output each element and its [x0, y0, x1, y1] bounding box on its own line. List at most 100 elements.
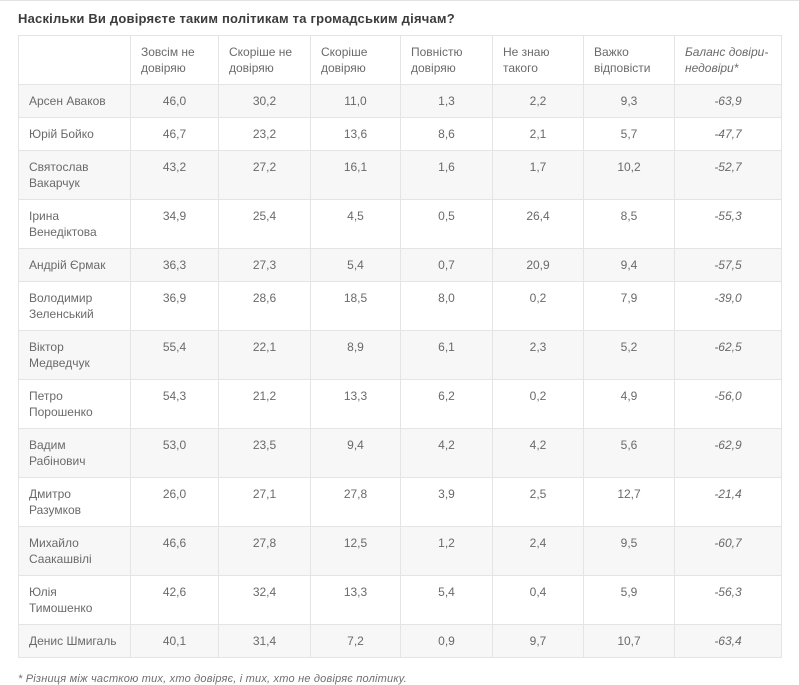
- row-name-cell: Вадим Рабінович: [18, 428, 131, 478]
- value-cell: 9,7: [492, 624, 584, 658]
- value-cell: 30,2: [218, 84, 311, 118]
- balance-cell: -57,5: [674, 248, 782, 282]
- value-cell: 4,5: [310, 199, 401, 249]
- row-name-cell: Петро Порошенко: [18, 379, 131, 429]
- table-row: Юлія Тимошенко 42,6 32,4 13,3 5,4 0,4 5,9 -56,3: [18, 575, 782, 625]
- row-name-cell: Юлія Тимошенко: [18, 575, 131, 625]
- table-header-row: Зовсім не довіряю Скоріше не довіряю Скорі…: [18, 35, 782, 85]
- value-cell: 1,2: [400, 526, 493, 576]
- row-name-cell: Володимир Зеленський: [18, 281, 131, 331]
- value-cell: 27,1: [218, 477, 311, 527]
- page-title: Наскільки Ви довіряєте таким політикам т…: [18, 11, 455, 26]
- value-cell: 40,1: [130, 624, 219, 658]
- trust-table: Зовсім не довіряю Скоріше не довіряю Скорі…: [18, 35, 782, 658]
- value-cell: 46,7: [130, 117, 219, 151]
- value-cell: 1,3: [400, 84, 493, 118]
- value-cell: 42,6: [130, 575, 219, 625]
- value-cell: 5,7: [583, 117, 675, 151]
- balance-cell: -21,4: [674, 477, 782, 527]
- column-header: Скоріше довіряю: [310, 35, 401, 85]
- table-row: Петро Порошенко 54,3 21,2 13,3 6,2 0,2 4,9 -56,…: [18, 379, 782, 429]
- value-cell: 6,2: [400, 379, 493, 429]
- value-cell: 8,0: [400, 281, 493, 331]
- value-cell: 27,8: [310, 477, 401, 527]
- table-row: Святослав Вакарчук 43,2 27,2 16,1 1,6 1,7 10,2…: [18, 150, 782, 200]
- value-cell: 55,4: [130, 330, 219, 380]
- balance-cell: -56,0: [674, 379, 782, 429]
- value-cell: 1,6: [400, 150, 493, 200]
- balance-cell: -52,7: [674, 150, 782, 200]
- column-header: Скоріше не довіряю: [218, 35, 311, 85]
- value-cell: 2,2: [492, 84, 584, 118]
- value-cell: 46,0: [130, 84, 219, 118]
- value-cell: 2,4: [492, 526, 584, 576]
- row-name-cell: Віктор Медведчук: [18, 330, 131, 380]
- balance-cell: -56,3: [674, 575, 782, 625]
- table-row: Андрій Єрмак 36,3 27,3 5,4 0,7 20,9 9,4 -57,5: [18, 248, 782, 282]
- value-cell: 9,5: [583, 526, 675, 576]
- column-header: Повністю довіряю: [400, 35, 493, 85]
- value-cell: 31,4: [218, 624, 311, 658]
- value-cell: 0,4: [492, 575, 584, 625]
- value-cell: 8,9: [310, 330, 401, 380]
- value-cell: 12,5: [310, 526, 401, 576]
- value-cell: 8,6: [400, 117, 493, 151]
- value-cell: 5,2: [583, 330, 675, 380]
- value-cell: 7,2: [310, 624, 401, 658]
- value-cell: 20,9: [492, 248, 584, 282]
- row-name-cell: Андрій Єрмак: [18, 248, 131, 282]
- value-cell: 3,9: [400, 477, 493, 527]
- value-cell: 13,3: [310, 575, 401, 625]
- balance-cell: -55,3: [674, 199, 782, 249]
- balance-cell: -63,4: [674, 624, 782, 658]
- value-cell: 9,3: [583, 84, 675, 118]
- value-cell: 8,5: [583, 199, 675, 249]
- value-cell: 32,4: [218, 575, 311, 625]
- table-row: Денис Шмигаль 40,1 31,4 7,2 0,9 9,7 10,7 -63,4: [18, 624, 782, 658]
- balance-cell: -62,9: [674, 428, 782, 478]
- value-cell: 12,7: [583, 477, 675, 527]
- value-cell: 9,4: [583, 248, 675, 282]
- value-cell: 23,5: [218, 428, 311, 478]
- value-cell: 5,9: [583, 575, 675, 625]
- value-cell: 21,2: [218, 379, 311, 429]
- footnote: * Різниця між часткою тих, хто довіряє, …: [18, 673, 407, 685]
- value-cell: 5,6: [583, 428, 675, 478]
- value-cell: 36,9: [130, 281, 219, 331]
- value-cell: 0,2: [492, 379, 584, 429]
- value-cell: 5,4: [400, 575, 493, 625]
- value-cell: 2,3: [492, 330, 584, 380]
- table-row: Ірина Венедіктова 34,9 25,4 4,5 0,5 26,4 8,5 -5…: [18, 199, 782, 249]
- row-name-cell: Ірина Венедіктова: [18, 199, 131, 249]
- value-cell: 46,6: [130, 526, 219, 576]
- value-cell: 10,2: [583, 150, 675, 200]
- balance-cell: -62,5: [674, 330, 782, 380]
- value-cell: 4,9: [583, 379, 675, 429]
- value-cell: 18,5: [310, 281, 401, 331]
- row-name-cell: Арсен Аваков: [18, 84, 131, 118]
- value-cell: 26,0: [130, 477, 219, 527]
- value-cell: 26,4: [492, 199, 584, 249]
- value-cell: 54,3: [130, 379, 219, 429]
- value-cell: 27,2: [218, 150, 311, 200]
- row-name-cell: Дмитро Разумков: [18, 477, 131, 527]
- balance-cell: -47,7: [674, 117, 782, 151]
- value-cell: 11,0: [310, 84, 401, 118]
- column-header: Не знаю такого: [492, 35, 584, 85]
- value-cell: 4,2: [492, 428, 584, 478]
- value-cell: 6,1: [400, 330, 493, 380]
- column-header: Важко відповісти: [583, 35, 675, 85]
- value-cell: 0,9: [400, 624, 493, 658]
- table-row: Вадим Рабінович 53,0 23,5 9,4 4,2 4,2 5,6 -62,9: [18, 428, 782, 478]
- value-cell: 13,6: [310, 117, 401, 151]
- row-name-cell: Юрій Бойко: [18, 117, 131, 151]
- value-cell: 23,2: [218, 117, 311, 151]
- row-name-cell: Михайло Саакашвілі: [18, 526, 131, 576]
- value-cell: 27,3: [218, 248, 311, 282]
- table-row: Дмитро Разумков 26,0 27,1 27,8 3,9 2,5 12,7 -21…: [18, 477, 782, 527]
- balance-cell: -63,9: [674, 84, 782, 118]
- column-header: Зовсім не довіряю: [130, 35, 219, 85]
- row-name-cell: Денис Шмигаль: [18, 624, 131, 658]
- value-cell: 25,4: [218, 199, 311, 249]
- value-cell: 34,9: [130, 199, 219, 249]
